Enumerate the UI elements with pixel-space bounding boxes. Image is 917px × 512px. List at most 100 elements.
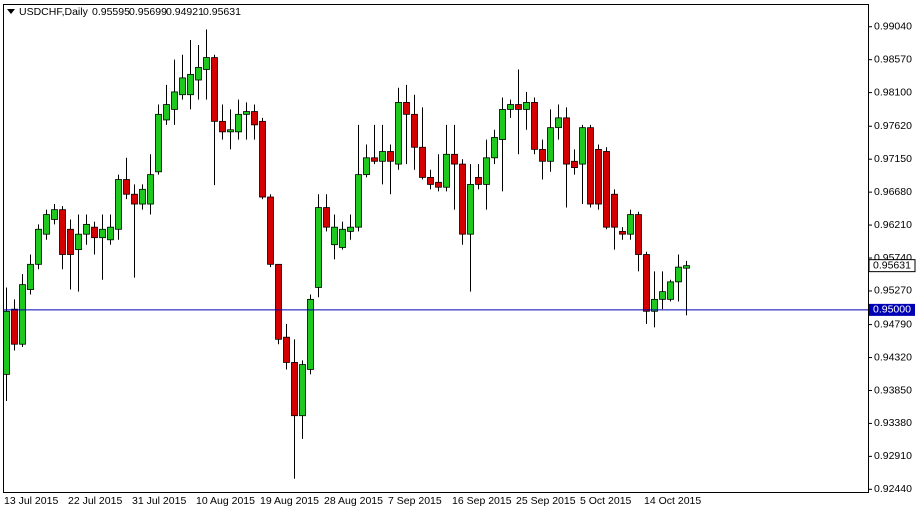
candle-body	[419, 146, 426, 178]
header-arrow	[7, 9, 15, 14]
candle-body	[427, 177, 434, 185]
candle-body	[627, 214, 634, 235]
candle-body	[355, 174, 362, 228]
y-tick-label: 0.97620	[874, 120, 912, 132]
x-tick-label: 25 Sep 2015	[516, 495, 576, 507]
header-high: 0.95699	[129, 6, 167, 18]
candle-body	[67, 228, 74, 255]
candle-body	[555, 117, 562, 129]
x-tick-label: 14 Oct 2015	[644, 495, 701, 507]
x-tick-label: 22 Jul 2015	[68, 495, 122, 507]
candle-body	[131, 193, 138, 205]
header-close: 0.95631	[203, 6, 241, 18]
candle-body	[515, 104, 522, 110]
candle-body	[619, 230, 626, 235]
x-tick-label: 28 Aug 2015	[324, 495, 383, 507]
current-price-label: 0.95631	[873, 259, 911, 271]
candle-body	[523, 102, 530, 110]
plot-frame	[3, 4, 869, 493]
candle-body	[435, 181, 442, 188]
y-tick-label: 0.99040	[874, 21, 912, 33]
current-price-box	[868, 259, 916, 273]
price-label: 0.95000	[873, 304, 911, 316]
x-tick-label: 16 Sep 2015	[452, 495, 512, 507]
candle-body	[451, 153, 458, 165]
x-tick-label: 13 Jul 2015	[4, 495, 58, 507]
y-tick-label: 0.93850	[874, 384, 912, 396]
y-tick-label: 0.95270	[874, 285, 912, 297]
x-tick-label: 7 Sep 2015	[388, 495, 442, 507]
x-tick-label: 19 Aug 2015	[260, 495, 319, 507]
x-tick-label: 5 Oct 2015	[580, 495, 632, 507]
candle-body	[27, 263, 34, 290]
candle-body	[147, 174, 154, 205]
candle-body	[187, 73, 194, 96]
candle-body	[43, 214, 50, 235]
y-tick-label: 0.98100	[874, 86, 912, 98]
y-tick-label: 0.94790	[874, 318, 912, 330]
candle-body	[19, 284, 26, 345]
candle-body	[643, 254, 650, 312]
candle-body	[611, 193, 618, 228]
candle-body	[115, 179, 122, 230]
y-tick-label: 0.98570	[874, 53, 912, 65]
candle-body	[99, 228, 106, 239]
candle-body	[155, 113, 162, 173]
x-tick-label: 31 Jul 2015	[132, 495, 186, 507]
price-label-box	[869, 303, 915, 316]
candle-body	[667, 281, 674, 300]
header-open: 0.95595	[92, 6, 130, 18]
candle-body	[499, 109, 506, 140]
candle-body	[11, 308, 18, 345]
candle-body	[571, 160, 578, 169]
candle-body	[171, 91, 178, 110]
candle-body	[395, 102, 402, 165]
candle-body	[475, 177, 482, 185]
y-tick-label: 0.96210	[874, 219, 912, 231]
candle-body	[379, 151, 386, 162]
candle-body	[35, 228, 42, 265]
candle-body	[579, 127, 586, 165]
y-tick-label: 0.93380	[874, 417, 912, 429]
candle-body	[163, 104, 170, 121]
candle-body	[563, 117, 570, 165]
candle-body	[315, 207, 322, 288]
y-tick-label: 0.94320	[874, 351, 912, 363]
candle-body	[283, 336, 290, 363]
candle-body	[331, 226, 338, 246]
candle-body	[683, 265, 690, 269]
candle-body	[307, 298, 314, 370]
candle-body	[323, 207, 330, 228]
candle-body	[483, 157, 490, 185]
candle-body	[635, 214, 642, 255]
candle-body	[227, 129, 234, 133]
candle-body	[507, 104, 514, 110]
candle-body	[675, 266, 682, 283]
x-tick-label: 10 Aug 2015	[196, 495, 255, 507]
candle-body	[291, 362, 298, 417]
candle-body	[107, 226, 114, 241]
candle-body	[179, 77, 186, 96]
candle-body	[531, 102, 538, 150]
candle-body	[587, 127, 594, 205]
candle-body	[195, 66, 202, 81]
candle-body	[443, 153, 450, 188]
candle-body	[251, 111, 258, 126]
candle-body	[363, 157, 370, 176]
y-tick-label: 0.92910	[874, 450, 912, 462]
candle-body	[603, 151, 610, 228]
candle-body	[539, 148, 546, 162]
candle-body	[235, 113, 242, 133]
candle-body	[75, 233, 82, 251]
candle-body	[51, 209, 58, 220]
y-tick-label: 0.97150	[874, 153, 912, 165]
candle-body	[467, 184, 474, 235]
candle-body	[411, 113, 418, 148]
candle-body	[299, 364, 306, 417]
header-low: 0.94921	[166, 6, 204, 18]
candle-body	[491, 137, 498, 159]
candle-body	[259, 120, 266, 198]
candle-body	[371, 157, 378, 162]
candle-body	[651, 298, 658, 312]
candle-body	[595, 148, 602, 205]
